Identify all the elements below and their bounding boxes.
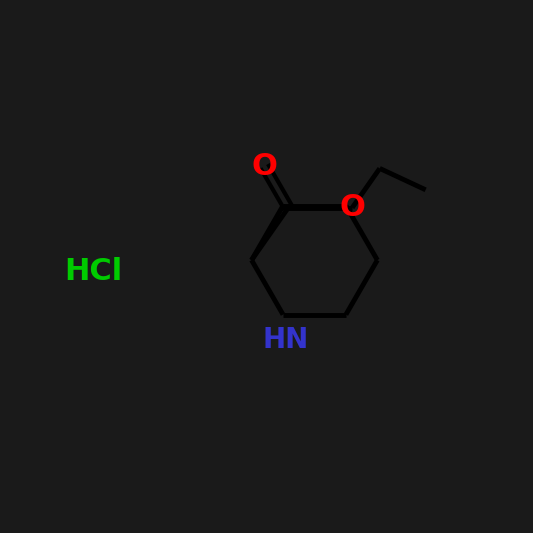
Text: HCl: HCl bbox=[64, 257, 123, 286]
Text: O: O bbox=[340, 193, 365, 222]
Text: HN: HN bbox=[263, 326, 309, 354]
Text: O: O bbox=[252, 152, 277, 181]
